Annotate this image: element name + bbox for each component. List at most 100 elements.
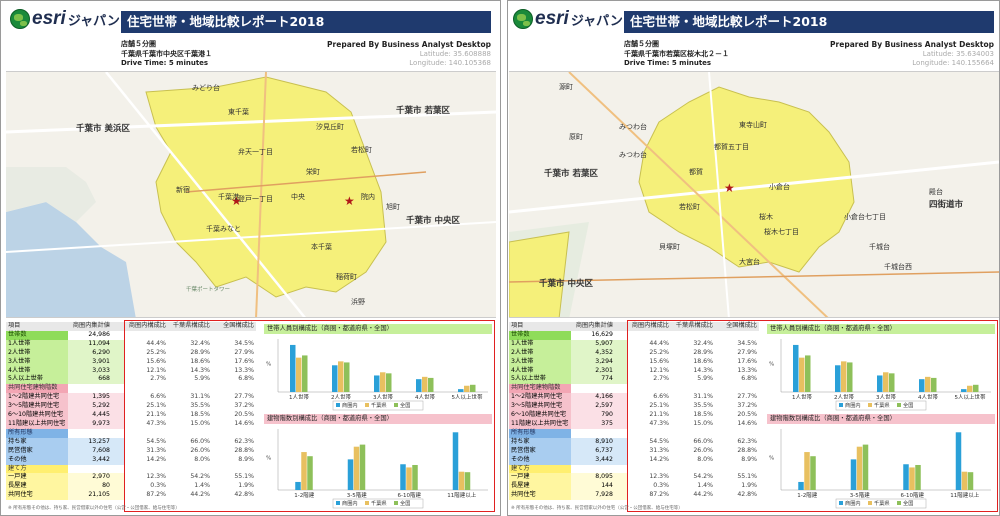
map-label: 四街道市	[929, 200, 964, 210]
map-label: 旭町	[386, 203, 400, 211]
table-cell-v: 5,907	[571, 339, 627, 349]
x-tick-label: 1人世帯	[792, 393, 812, 401]
footnote: ※ 所有形態その他は、持ち家、民営借家以外の住宅（公営・公団借家、給与住宅等）	[511, 506, 683, 511]
table-cell-label: 11階建以上共同住宅	[509, 419, 571, 429]
table-cell-a: 47.3%	[146, 419, 166, 427]
latitude: Latitude: 35.634003	[922, 49, 994, 58]
table-cell-a: 15.6%	[649, 357, 669, 365]
table-cell-v: 3,901	[68, 357, 124, 367]
table-cell-c: 14.6%	[737, 419, 757, 427]
legend-swatch	[365, 403, 369, 407]
table-cell-label: 1人世帯	[509, 339, 571, 349]
chart-bar	[400, 464, 406, 490]
table-cell-a: 商圏内構成比	[627, 322, 671, 331]
map-label: 千葉ポートタワー	[186, 287, 231, 293]
table-cell-b: 28.9%	[190, 348, 210, 356]
legend-label: 商圏内	[342, 499, 358, 507]
table-cell-b: 26.0%	[190, 446, 210, 454]
table-cell-c: 27.9%	[234, 348, 254, 356]
chart-bar	[967, 472, 974, 490]
table-cell-label: 一戸建	[6, 473, 68, 483]
map-label: 浜野	[351, 298, 365, 306]
table-cell-label: 1～2階建共同住宅	[509, 393, 571, 403]
prepared-info: Prepared By Business Analyst Desktop Lat…	[327, 40, 491, 69]
table-cell-b: 54.2%	[693, 473, 713, 481]
table-cell-a: 31.3%	[649, 446, 669, 454]
legend-label: 全国	[400, 499, 410, 507]
map-label: 稲荷町	[336, 273, 357, 281]
trade-area-map[interactable]: ★ 千葉市 若葉区 千葉市 中央区 四街道市 源町 みつわ台 みつわ台 都賀 若…	[509, 71, 999, 318]
table-cell-label: 3人世帯	[509, 357, 571, 367]
household-size-chart: 世帯人員別構成比（商圏・都道府県・全国） % 1人世帯 2人世帯 3人世帯 4人世帯 5人…	[264, 324, 492, 412]
legend-label: 商圏内	[845, 401, 861, 409]
table-cell-a: 87.2%	[649, 491, 669, 499]
table-cell-a: 商圏内構成比	[124, 322, 168, 331]
store-address: 千葉県千葉市若葉区桜木北２－１	[624, 49, 729, 58]
table-row: 一戸建 8,095 12.3% 54.2% 55.1%	[509, 473, 759, 483]
table-cell-label: 建て方	[509, 464, 571, 474]
table-cell-label: 項目	[509, 322, 571, 331]
table-cell-b: 31.1%	[693, 393, 713, 401]
table-cell-a: 47.3%	[649, 419, 669, 427]
prepared-by: Prepared By Business Analyst Desktop	[830, 40, 994, 49]
legend-swatch	[839, 501, 843, 505]
map-label: 中央	[291, 193, 305, 201]
chart-bar	[359, 444, 366, 490]
chart-bar	[798, 481, 804, 490]
chart-title: 建物階数別構成比（商圏・都道府県・全国）	[767, 414, 995, 424]
building-floors-chart: 建物階数別構成比（商圏・都道府県・全国） % 1-2階建 3-5階建 6-10階建 11…	[264, 414, 492, 510]
chart-bar	[850, 459, 857, 490]
table-row: 民営借家 6,737 31.3% 26.0% 28.8%	[509, 446, 759, 456]
chart-bar	[374, 375, 380, 392]
table-cell-label: 世帯数	[509, 330, 571, 340]
trade-area-map[interactable]: ★ ★ 千葉市 美浜区 千葉市 若葉区 千葉市 中央区 みどり台 登戸一丁目 千…	[6, 71, 496, 318]
table-cell-a: 15.6%	[146, 357, 166, 365]
legend-swatch	[365, 501, 369, 505]
legend-label: 千葉県	[874, 499, 890, 507]
table-cell-a: 31.3%	[146, 446, 166, 454]
building-floors-chart: 建物階数別構成比（商圏・都道府県・全国） % 1-2階建 3-5階建 6-10階建 11…	[767, 414, 995, 510]
reclaimed-land	[6, 167, 96, 222]
table-cell-c: 8.9%	[741, 455, 757, 463]
table-row: 3～5階建共同住宅 5,292 25.1% 35.5% 37.2%	[6, 402, 256, 412]
table-cell-v: 375	[571, 419, 627, 429]
table-cell-label: その他	[6, 455, 68, 465]
table-row: 1人世帯 11,094 44.4% 32.4% 34.5%	[6, 339, 256, 349]
table-cell-c: 20.5%	[234, 411, 254, 419]
table-cell-label: 共同住宅建物階数	[509, 384, 571, 394]
table-cell-b: 18.6%	[693, 357, 713, 365]
legend-label: 千葉県	[371, 401, 387, 409]
table-cell-a: 25.1%	[146, 402, 166, 410]
table-cell-b: 35.5%	[190, 402, 210, 410]
longitude: Longitude: 140.105368	[409, 59, 491, 67]
legend-label: 千葉県	[371, 499, 387, 507]
table-cell-c: 28.8%	[234, 446, 254, 454]
chart-bar	[847, 362, 853, 392]
x-tick-label: 3人世帯	[876, 393, 896, 401]
chart-bar	[470, 384, 476, 392]
chart-bar	[841, 361, 847, 392]
chart-bar	[967, 385, 973, 392]
table-row: 2人世帯 6,290 25.2% 28.9% 27.9%	[6, 348, 256, 358]
table-cell-v: 13,257	[68, 437, 124, 447]
chart-bar	[344, 362, 350, 392]
table-cell-v	[68, 384, 124, 393]
table-cell-label: 5人以上世帯	[6, 375, 68, 385]
table-cell-c: 6.8%	[741, 375, 757, 383]
table-cell-c: 27.9%	[737, 348, 757, 356]
table-cell-v: 774	[571, 375, 627, 385]
table-cell-v: 3,442	[68, 455, 124, 465]
table-cell-label: 持ち家	[509, 437, 571, 447]
table-cell-label: 3～5階建共同住宅	[509, 402, 571, 412]
highlight-box	[124, 320, 495, 512]
panel-divider	[500, 0, 508, 516]
table-row: 共同住宅 21,105 87.2% 44.2% 42.8%	[6, 491, 256, 501]
road-south	[6, 221, 496, 253]
chart-bar	[955, 432, 962, 490]
chart-bar	[416, 379, 422, 392]
table-cell-b: 14.3%	[693, 366, 713, 374]
legend-label: 全国	[903, 401, 913, 409]
chart-bar	[458, 389, 464, 392]
map-label: 大宮台	[739, 258, 760, 266]
table-cell-c: 17.6%	[737, 357, 757, 365]
